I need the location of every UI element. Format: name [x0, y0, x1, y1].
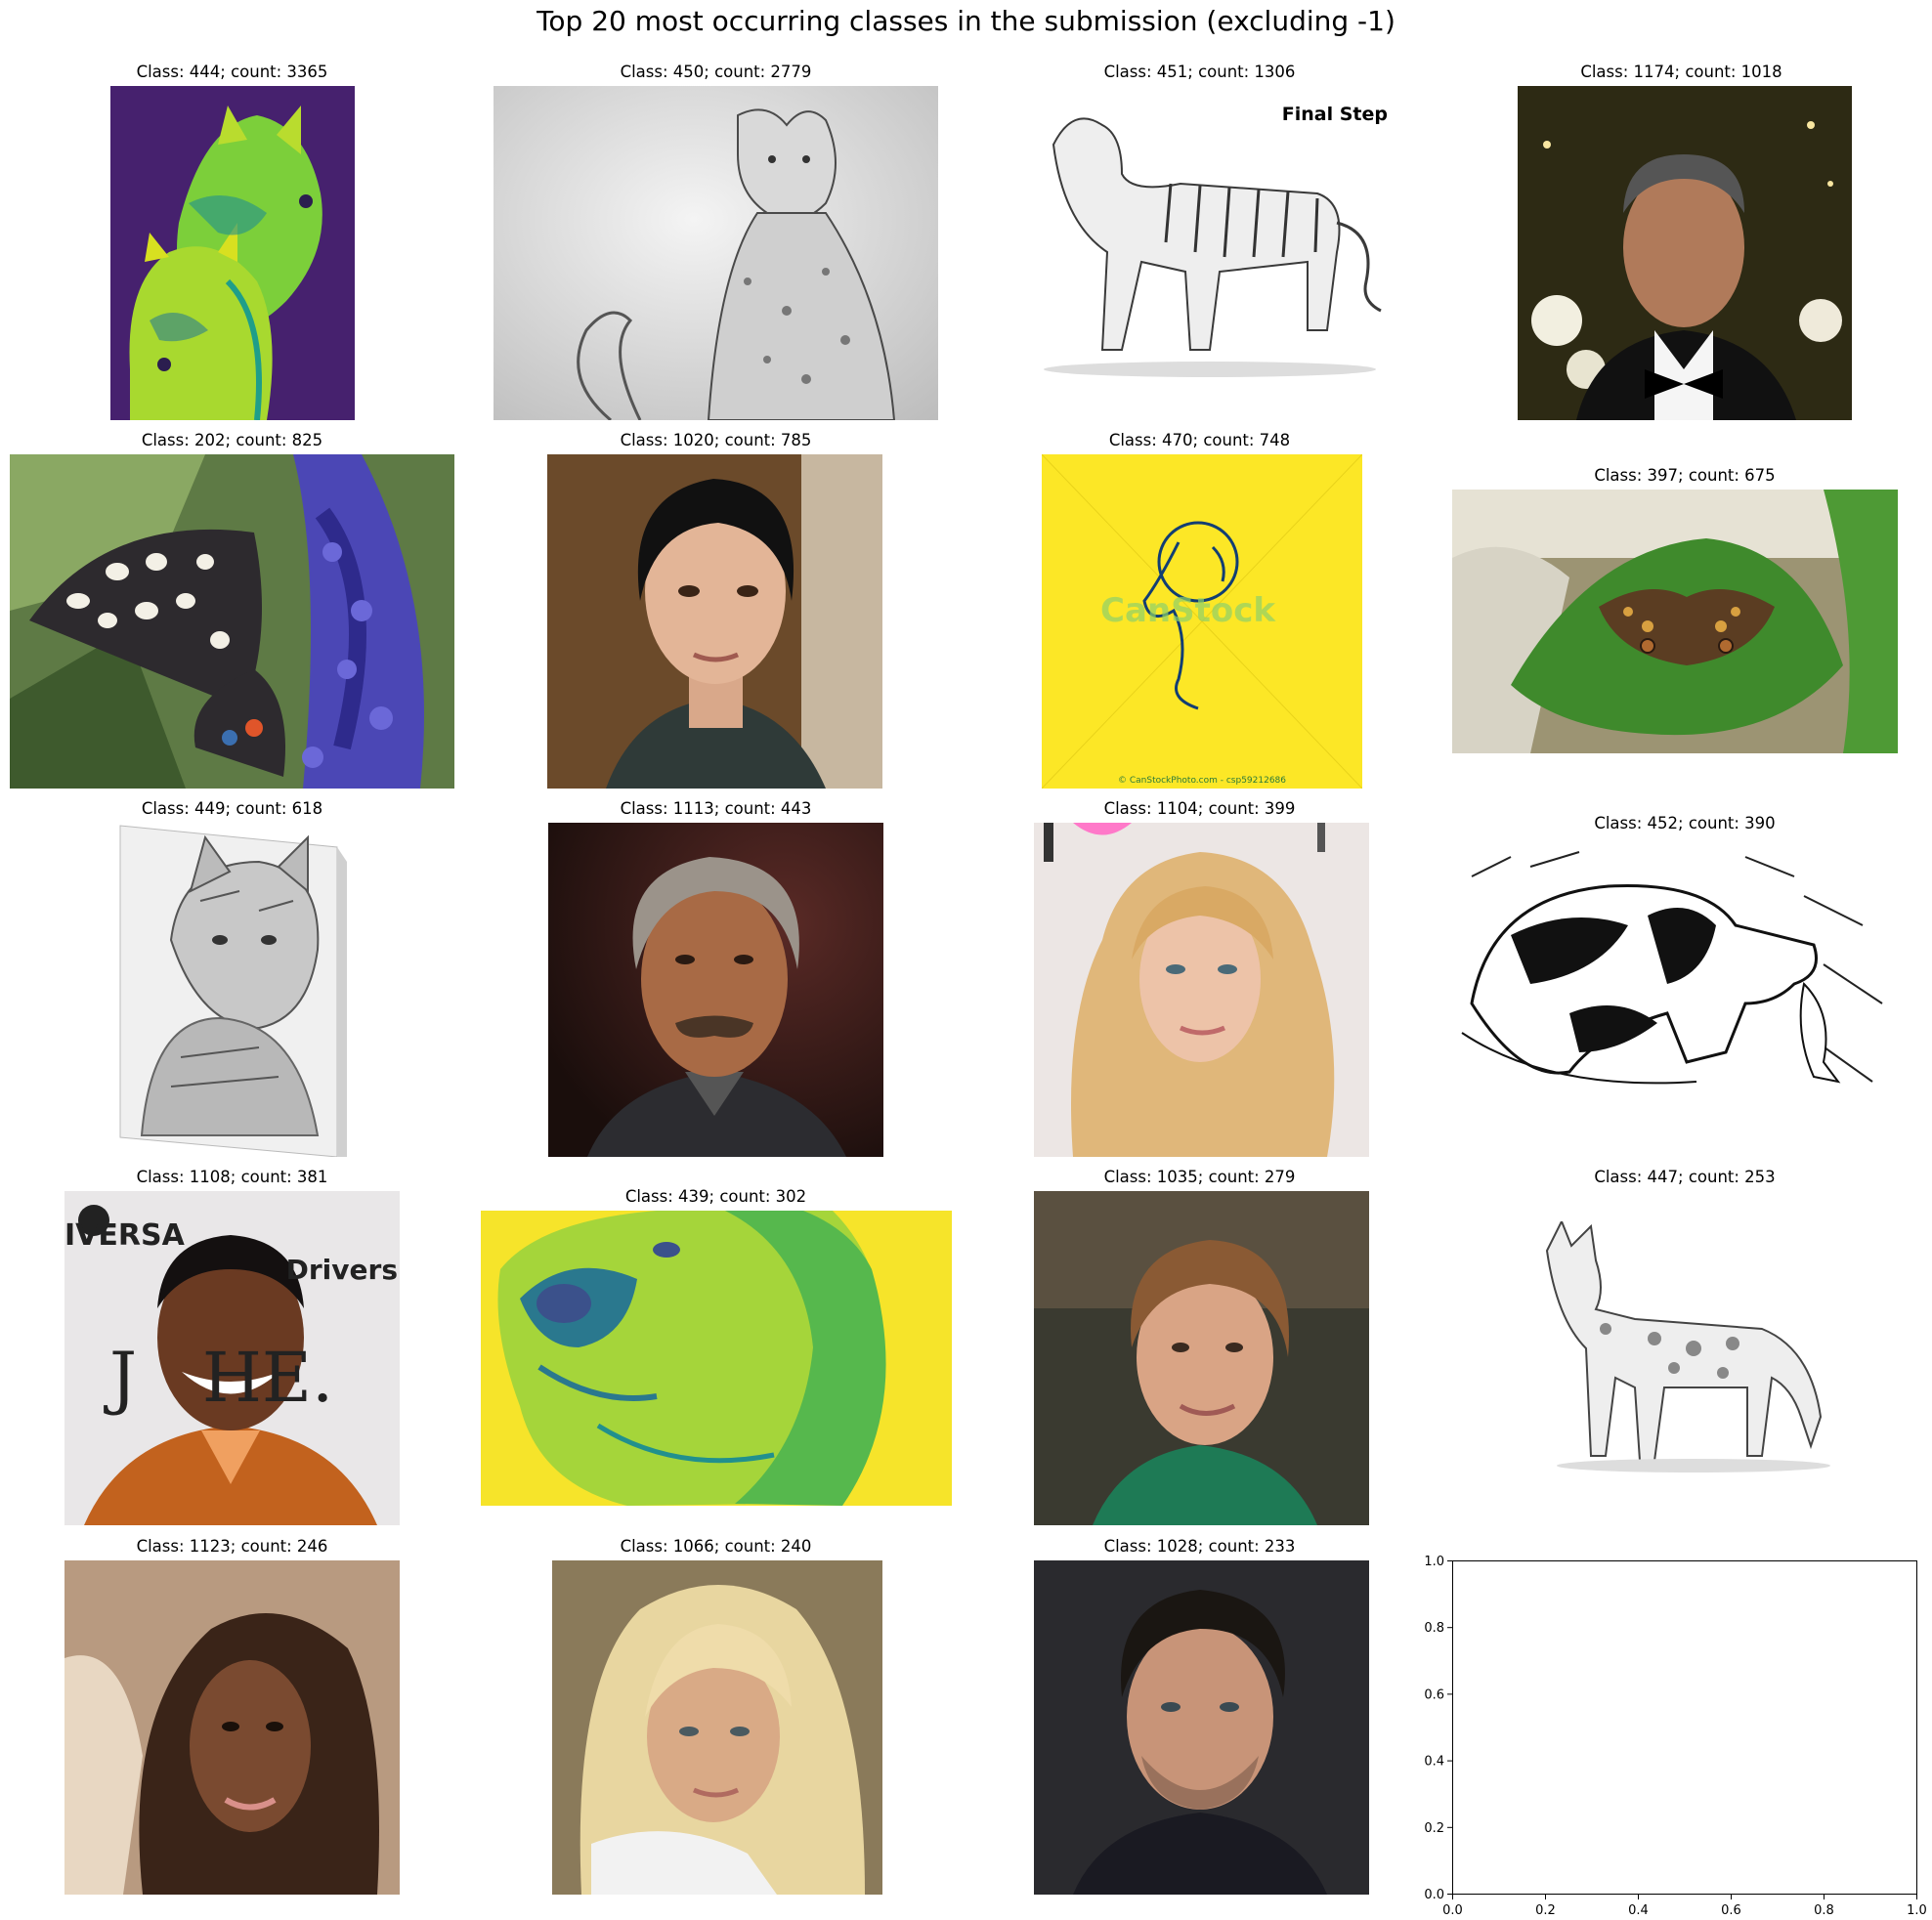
- panel-title: Class: 451; count: 1306: [1103, 63, 1296, 81]
- panel-image-portrait-woman-long-hair: [64, 1560, 400, 1895]
- overlay-text: Final Step: [1281, 104, 1388, 125]
- panel-image-viridis-dogs: [110, 86, 355, 420]
- panel-image-photo-brown-butterfly: [1452, 490, 1898, 753]
- y-tick-label: 0.8: [1424, 1621, 1444, 1636]
- panel-image-portrait-man-dark-hair: [1034, 1560, 1369, 1895]
- x-tick-label: 1.0: [1907, 1903, 1927, 1918]
- panel-image-ink-bear-salmon: [1452, 837, 1898, 1131]
- panel-image-portrait-man-tuxedo: [1518, 86, 1852, 420]
- panel-image-portrait-man-mustache: [548, 823, 883, 1157]
- backdrop-text: J HE.: [109, 1338, 334, 1418]
- watermark-caption: © CanStockPhoto.com - csp59212686: [1118, 776, 1286, 786]
- x-tick-label: 0.0: [1442, 1903, 1463, 1918]
- panel-title: Class: 1174; count: 1018: [1580, 63, 1782, 81]
- panel-title: Class: 1020; count: 785: [620, 431, 812, 449]
- panel-title: Class: 452; count: 390: [1594, 814, 1776, 832]
- panel-title: Class: 1035; count: 279: [1103, 1168, 1296, 1186]
- panel-title: Class: 1066; count: 240: [620, 1537, 812, 1556]
- panel-title: Class: 1104; count: 399: [1103, 799, 1296, 818]
- panel-title: Class: 450; count: 2779: [620, 63, 812, 81]
- x-tick-label: 0.2: [1535, 1903, 1556, 1918]
- panel-image-portrait-woman-blonde: [1034, 823, 1369, 1157]
- backdrop-text: IVERSA: [64, 1218, 185, 1253]
- panel-title: Class: 397; count: 675: [1594, 466, 1776, 485]
- y-tick-label: 0.0: [1424, 1888, 1444, 1902]
- panel-image-viridis-dog: [481, 1211, 952, 1506]
- empty-axes: 0.0 0.2 0.4 0.6 0.8 1.0 0.0 0.2 0.4 0.6 0.8 1.0: [1424, 1555, 1927, 1918]
- panel-image-yellow-line-drawing: CanStock © CanStockPhoto.com - csp592126…: [1042, 454, 1362, 789]
- panel-title: Class: 1108; count: 381: [136, 1168, 328, 1186]
- backdrop-text: Drivers: [285, 1254, 398, 1286]
- panel-title: Class: 439; count: 302: [624, 1187, 807, 1206]
- empty-axes-plot: 0.0 0.2 0.4 0.6 0.8 1.0 0.0 0.2 0.4 0.6 0.8 1.0: [1424, 1555, 1927, 1918]
- figure-title: Top 20 most occurring classes in the sub…: [537, 5, 1395, 37]
- y-tick-label: 0.2: [1424, 1821, 1444, 1836]
- panel-image-portrait-woman-blonde-pixelated: [552, 1560, 882, 1895]
- watermark-text: CanStock: [1100, 591, 1275, 630]
- panel-image-photo-swallowtail-butterfly: [10, 454, 454, 789]
- panel-image-sketch-cat: [112, 823, 352, 1157]
- x-tick-label: 0.8: [1814, 1903, 1834, 1918]
- panel-title: Class: 202; count: 825: [141, 431, 323, 449]
- panel-title: Class: 1113; count: 443: [620, 799, 812, 818]
- x-tick-label: 0.6: [1721, 1903, 1741, 1918]
- x-tick-label: 0.4: [1628, 1903, 1649, 1918]
- panel-image-portrait-man-smiling: IVERSA Drivers J HE.: [64, 1191, 400, 1525]
- panel-title: Class: 470; count: 748: [1108, 431, 1291, 449]
- panel-title: Class: 1123; count: 246: [136, 1537, 328, 1556]
- panel-image-sketch-wild-dog: [1537, 1221, 1832, 1485]
- panel-image-sketch-leopard: [494, 86, 938, 420]
- y-tick-label: 0.4: [1424, 1755, 1444, 1770]
- panel-title: Class: 447; count: 253: [1594, 1168, 1776, 1186]
- y-tick-label: 0.6: [1424, 1687, 1444, 1702]
- panel-title: Class: 1028; count: 233: [1103, 1537, 1296, 1556]
- panel-title: Class: 444; count: 3365: [136, 63, 328, 81]
- axes-frame: [1452, 1560, 1917, 1895]
- panel-image-portrait-woman-short-hair: [1034, 1191, 1369, 1525]
- panel-image-sketch-tiger: Final Step: [1024, 86, 1394, 395]
- panel-title: Class: 449; count: 618: [141, 799, 323, 818]
- y-tick-label: 1.0: [1424, 1555, 1444, 1569]
- panel-image-portrait-woman-dark-hair: [547, 454, 882, 789]
